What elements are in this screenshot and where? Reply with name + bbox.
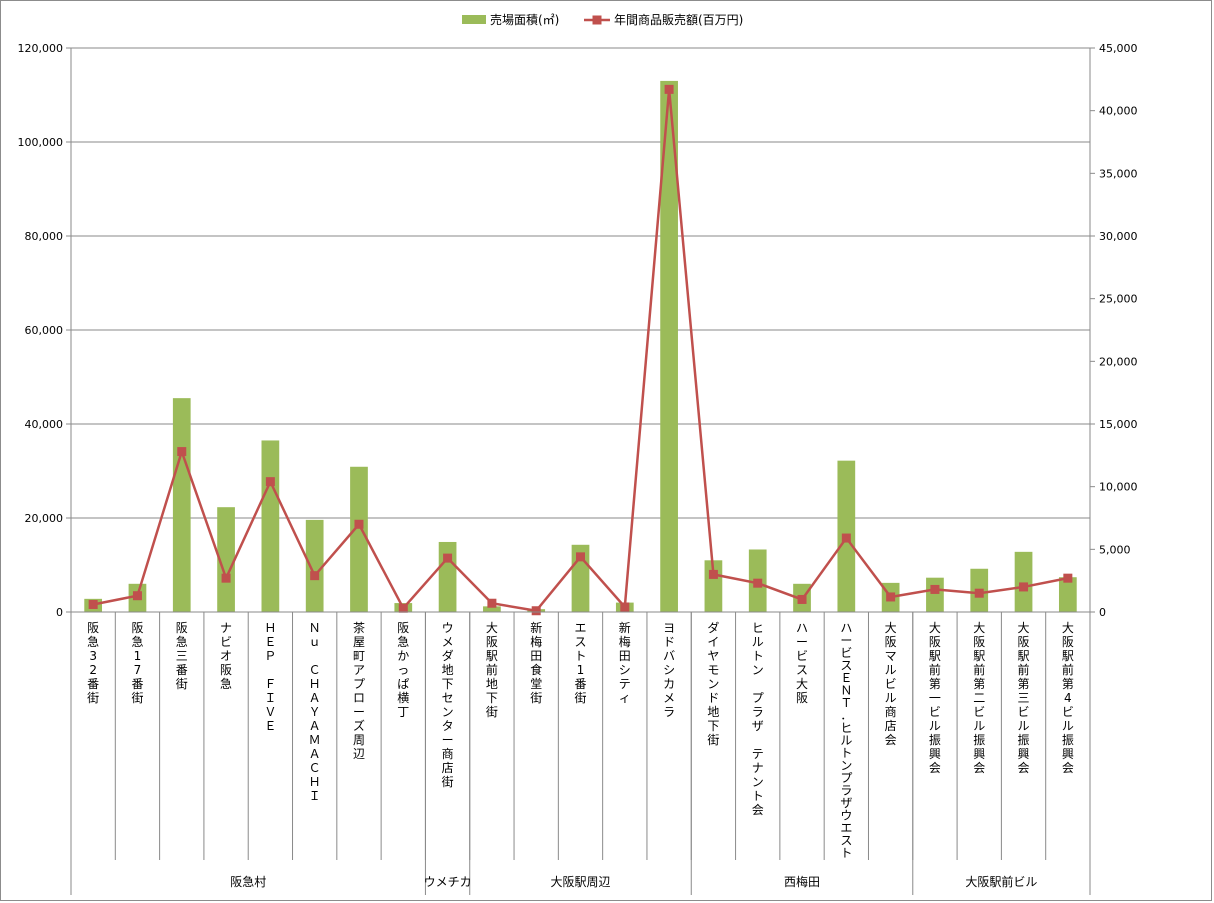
category-label: エスト 1 番街 [574, 621, 586, 705]
group-label: 大阪駅周辺 [550, 875, 610, 889]
group-label: 阪急村 [230, 874, 266, 889]
axes [66, 47, 1095, 895]
left-tick-label: 80,000 [25, 230, 64, 243]
bar [660, 80, 678, 612]
category-label: 大阪駅前地下街 [486, 621, 498, 719]
line-point [132, 591, 142, 601]
right-tick-label: 30,000 [1099, 230, 1138, 243]
legend-bar-swatch [462, 15, 486, 24]
category-label: ハービスＥＮＴ．ヒルトンプラザウエスト [840, 621, 852, 860]
bar [261, 440, 280, 612]
bar [438, 541, 457, 612]
line-point [354, 519, 364, 529]
bar [350, 466, 368, 612]
line-point [88, 599, 98, 609]
line-point [753, 578, 763, 588]
bar [926, 577, 944, 612]
line-point [576, 552, 585, 562]
legend-bar-label: 売場面積(㎡) [490, 12, 559, 27]
bar [217, 507, 235, 612]
category-label: 新梅田食堂街 [530, 620, 542, 705]
category-label: Ｎｕ ＣＨＡＹＡＭＡＣＨＩ [309, 621, 321, 803]
group-label: ウメチカ [424, 875, 472, 889]
left-tick-label: 40,000 [25, 418, 64, 431]
left-tick-label: 20,000 [25, 512, 64, 525]
legend-line-marker [592, 15, 602, 25]
bar [483, 606, 501, 612]
line-point [1063, 573, 1073, 583]
category-label: 大阪駅前第二ビル振興会 [973, 621, 985, 775]
line-point [177, 447, 187, 457]
right-tick-label: 15,000 [1099, 418, 1138, 431]
left-axis-ticks: 0 20,000 40,000 60,000 80,000 100,000 120,000 [18, 42, 64, 619]
category-label: 大阪駅前第一ビル振興会 [929, 621, 941, 775]
category-label: 阪急かっぱ横丁 [397, 621, 409, 719]
right-tick-label: 10,000 [1099, 481, 1138, 494]
line-point [398, 603, 408, 613]
left-tick-label: 100,000 [18, 136, 64, 149]
group-label: 大阪駅前ビル [965, 874, 1037, 889]
category-label: 大阪駅前第 4 ビル振興会 [1062, 621, 1074, 775]
right-tick-label: 25,000 [1099, 293, 1138, 306]
left-tick-label: 120,000 [18, 42, 64, 55]
line-point [487, 598, 497, 608]
line-point [664, 84, 674, 94]
category-label: ヨドバシカメラ [663, 621, 675, 719]
category-label: 茶屋町アプローズ周辺 [353, 620, 365, 761]
group-labels: 阪急村 ウメチカ 大阪駅周辺 西梅田 大阪駅前ビル [230, 874, 1037, 889]
category-label: 新梅田シティ [619, 620, 631, 705]
right-tick-label: 45,000 [1099, 42, 1138, 55]
line-point [886, 592, 896, 602]
bar [305, 519, 324, 612]
right-tick-label: 40,000 [1099, 105, 1138, 118]
left-tick-label: 60,000 [25, 324, 64, 337]
line-point [797, 594, 807, 604]
category-label: 大阪駅前第三ビル振興会 [1018, 621, 1030, 775]
right-tick-label: 0 [1099, 606, 1106, 619]
category-label: ハービス大阪 [796, 621, 808, 705]
line-point [620, 602, 630, 612]
line-point [443, 553, 453, 563]
bar [172, 398, 191, 612]
line-point [708, 569, 718, 579]
category-labels: 阪急 3 2 番街 阪急 1 7 番街 阪急三番街 ナビオ阪急 ＨＥＰ ＦＩＶＥ Ｎｕ ＣＨＡＹＡＭＡ… [87, 620, 1074, 860]
gridlines [71, 47, 1090, 519]
line-point [310, 571, 320, 581]
category-label: ウメダ地下センター商店街 [442, 621, 454, 789]
right-tick-label: 20,000 [1099, 355, 1138, 368]
line-point [930, 584, 940, 594]
line-point [841, 533, 851, 543]
line-point [1019, 582, 1029, 592]
category-label: ヒルトン プラザ テナント会 [752, 621, 764, 817]
right-tick-label: 35,000 [1099, 167, 1138, 180]
line-point [221, 573, 231, 583]
group-label: 西梅田 [784, 874, 820, 889]
category-label: 阪急三番街 [176, 621, 188, 691]
category-label: 大阪マルビル商店会 [885, 621, 897, 747]
bar [1058, 577, 1077, 612]
category-label: 阪急 1 7 番街 [131, 621, 143, 705]
legend: 売場面積(㎡) 年間商品販売額(百万円) [462, 12, 743, 27]
category-label: ＨＥＰ ＦＩＶＥ [264, 621, 276, 733]
line-point [974, 588, 984, 598]
bar-series [84, 80, 1077, 612]
left-tick-label: 0 [56, 606, 63, 619]
series-line [92, 89, 1069, 613]
line-series [88, 84, 1073, 616]
category-label: ナビオ阪急 [220, 621, 232, 691]
right-tick-label: 5,000 [1099, 543, 1131, 556]
right-axis-ticks: 0 5,000 10,000 15,000 20,000 25,000 30,000 35,0… [1099, 42, 1138, 619]
legend-line-label: 年間商品販売額(百万円) [614, 12, 743, 27]
category-label: ダイヤモンド地下街 [707, 620, 719, 747]
category-label: 阪急 3 2 番街 [87, 621, 99, 705]
line-point [531, 606, 541, 616]
line-point [265, 477, 275, 487]
bar [1014, 551, 1033, 612]
